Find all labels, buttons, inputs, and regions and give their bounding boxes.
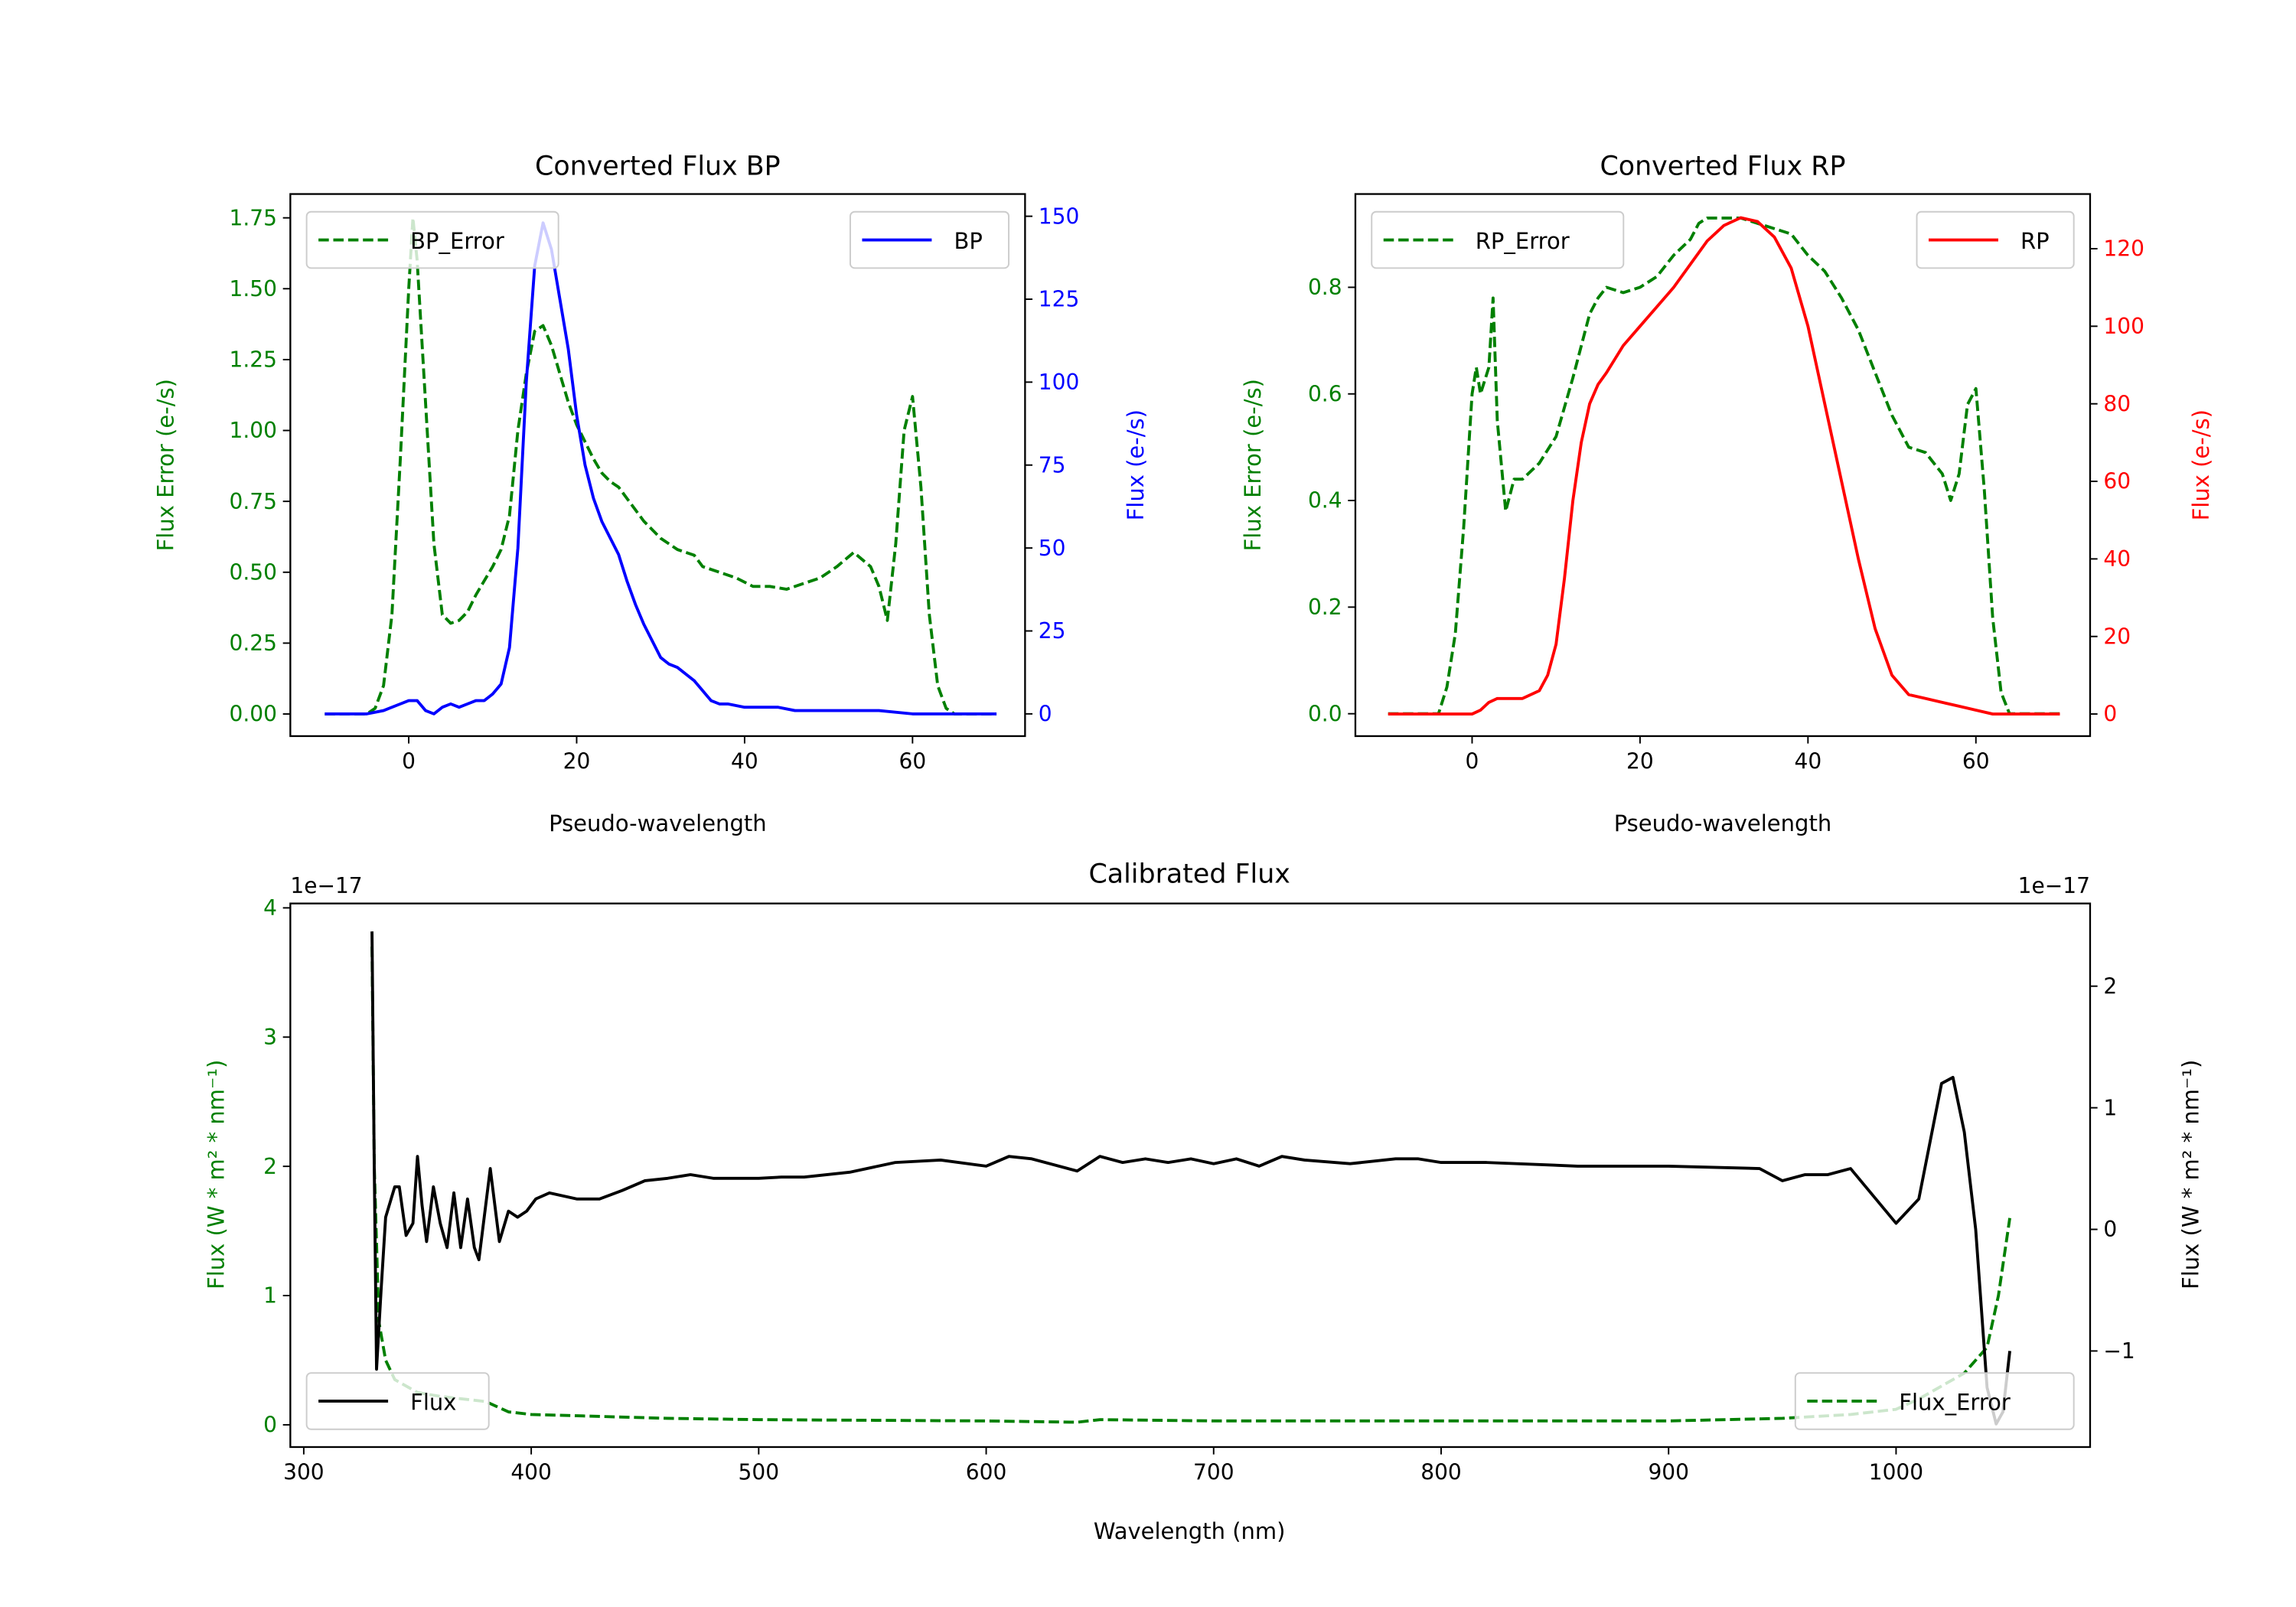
y-left-tick-label: 0.6	[1308, 381, 1342, 406]
legend-label: BP	[954, 228, 982, 254]
x-tick-label: 1000	[1869, 1460, 1923, 1485]
y-right-tick-label: 100	[1039, 370, 1080, 395]
rp-xlabel: Pseudo-wavelength	[1614, 810, 1832, 836]
legend-box	[305, 1372, 490, 1430]
x-tick-label: 600	[966, 1460, 1007, 1485]
x-tick-label: 60	[1962, 749, 1990, 774]
legend-box	[305, 210, 559, 269]
y-right-tick-label: 0	[1039, 702, 1052, 727]
y-left-tick-label: 0.2	[1308, 595, 1342, 620]
x-tick-label: 40	[731, 749, 758, 774]
y-right-tick-label: 1	[2103, 1095, 2117, 1120]
y-left-tick-label: 0.50	[229, 559, 276, 585]
rp-title: Converted Flux RP	[1600, 151, 1845, 181]
y-left-tick-label: 4	[263, 895, 277, 921]
y-right-tick-label: 0	[2103, 1217, 2117, 1242]
x-tick-label: 700	[1193, 1460, 1234, 1485]
x-tick-label: 40	[1794, 749, 1821, 774]
y-right-tick-label: 2	[2103, 973, 2117, 999]
legend-label: Flux_Error	[1899, 1390, 2011, 1416]
y-right-tick-label: 75	[1039, 452, 1066, 478]
legend-box	[1794, 1372, 2075, 1430]
y-right-tick-label: 20	[2103, 624, 2131, 649]
y-left-tick-label: 2	[263, 1154, 277, 1179]
y-left-tick-label: 0.0	[1308, 701, 1342, 726]
y-left-tick-label: 0.00	[229, 702, 276, 727]
y-right-tick-label: 40	[2103, 546, 2131, 572]
y-right-tick-label: 125	[1039, 287, 1080, 312]
calibrated-xlabel: Wavelength (nm)	[1094, 1518, 1286, 1544]
legend-bp: BP	[850, 210, 1010, 269]
legend-flux: Flux	[305, 1372, 490, 1430]
x-tick-label: 400	[510, 1460, 552, 1485]
calibrated-panel: Calibrated Flux Wavelength (nm) Flux (W …	[203, 859, 2203, 1544]
legend-rp: RP	[1916, 210, 2075, 269]
y-left-tick-label: 1.50	[229, 276, 276, 302]
series-line-rp-error	[1388, 216, 2060, 715]
legend-label: RP_Error	[1476, 228, 1570, 254]
series-line-flux	[370, 931, 2011, 1426]
series-line-rp	[1388, 216, 2060, 715]
y-left-tick-label: 0.25	[229, 631, 276, 656]
calibrated-title: Calibrated Flux	[1088, 859, 1290, 890]
y-left-tick-label: 0	[263, 1413, 277, 1438]
offset-text-left: 1e−17	[290, 873, 362, 898]
x-tick-label: 800	[1420, 1460, 1462, 1485]
legend-box	[1371, 210, 1625, 269]
legend-label: RP	[2020, 228, 2050, 254]
y-right-tick-label: 60	[2103, 469, 2131, 494]
y-right-tick-label: 100	[2103, 314, 2144, 339]
y-right-tick-label: −1	[2103, 1338, 2135, 1364]
rp-panel: Converted Flux RP Pseudo-wavelength Flux…	[1240, 151, 2214, 836]
bp-ylabel-left: Flux Error (e-/s)	[152, 379, 178, 551]
bp-xlabel: Pseudo-wavelength	[549, 810, 767, 836]
x-tick-label: 20	[1626, 749, 1654, 774]
x-tick-label: 900	[1648, 1460, 1689, 1485]
legend-rp-error: RP_Error	[1371, 210, 1625, 269]
series-line-bp-error	[325, 216, 997, 715]
x-tick-label: 60	[899, 749, 926, 774]
y-left-tick-label: 1.00	[229, 418, 276, 443]
series-line-bp	[325, 221, 997, 715]
bp-panel: Converted Flux BP Pseudo-wavelength Flux…	[152, 151, 1149, 836]
y-left-tick-label: 1.25	[229, 347, 276, 373]
calibrated-axes-frame	[289, 902, 2092, 1449]
y-left-tick-label: 0.8	[1308, 275, 1342, 300]
y-right-tick-label: 50	[1039, 536, 1066, 561]
calibrated-ylabel-right: Flux (W * m² * nm⁻¹)	[2177, 1060, 2203, 1289]
y-right-tick-label: 25	[1039, 618, 1066, 644]
calibrated-ylabel-left: Flux (W * m² * nm⁻¹)	[203, 1060, 229, 1289]
offset-text-right: 1e−17	[2018, 873, 2090, 898]
x-tick-label: 20	[563, 749, 591, 774]
x-tick-label: 300	[283, 1460, 325, 1485]
y-right-tick-label: 80	[2103, 391, 2131, 416]
y-right-tick-label: 0	[2103, 702, 2117, 727]
y-right-tick-label: 150	[1039, 204, 1080, 229]
bp-title: Converted Flux BP	[535, 151, 781, 181]
legend-bp-error: BP_Error	[305, 210, 559, 269]
legend-label: BP_Error	[410, 228, 504, 254]
x-tick-label: 0	[402, 749, 416, 774]
legend-label: Flux	[410, 1390, 456, 1416]
x-tick-label: 0	[1466, 749, 1479, 774]
x-tick-label: 500	[739, 1460, 780, 1485]
rp-ylabel-right: Flux (e-/s)	[2188, 409, 2214, 520]
y-left-tick-label: 0.75	[229, 489, 276, 514]
bp-ylabel-right: Flux (e-/s)	[1123, 409, 1149, 520]
y-left-tick-label: 3	[263, 1025, 277, 1050]
y-right-tick-label: 120	[2103, 236, 2144, 262]
y-left-tick-label: 1	[263, 1283, 277, 1309]
y-left-tick-label: 0.4	[1308, 488, 1342, 513]
y-left-tick-label: 1.75	[229, 205, 276, 230]
rp-axes-frame	[1354, 193, 2092, 738]
legend-flux-error: Flux_Error	[1794, 1372, 2075, 1430]
rp-ylabel-left: Flux Error (e-/s)	[1240, 379, 1266, 551]
